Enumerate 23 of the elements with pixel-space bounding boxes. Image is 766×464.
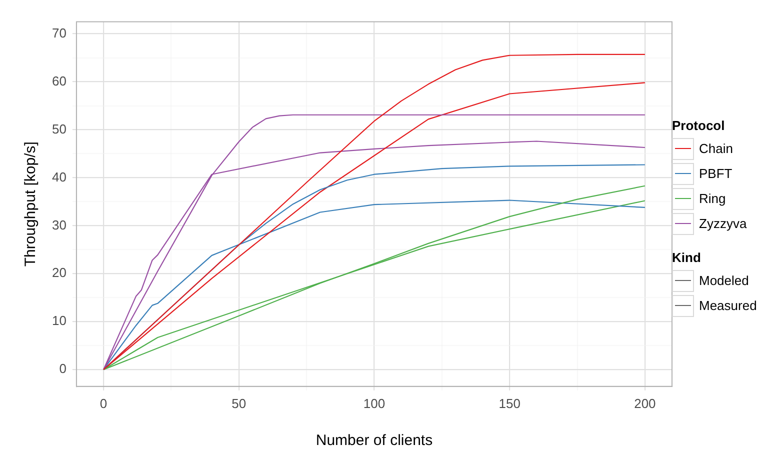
y-tick-label: 20 (52, 265, 66, 280)
legend-label: Ring (699, 191, 726, 206)
x-tick-label: 50 (232, 396, 246, 411)
legend-label: Zyzzyva (699, 216, 747, 231)
legend-title: Protocol (672, 118, 726, 133)
x-tick-label: 150 (498, 396, 520, 411)
legend-label: PBFT (699, 166, 732, 181)
y-axis-title: Throughput [kop/s] (22, 142, 40, 267)
y-tick-label: 50 (52, 121, 66, 136)
y-tick-label: 10 (52, 313, 66, 328)
y-tick-label: 60 (52, 73, 66, 88)
y-tick-label: 30 (52, 217, 66, 232)
text: Modeled (699, 273, 749, 288)
y-tick-label: 70 (52, 25, 66, 40)
x-tick-label: 0 (100, 396, 108, 411)
annotation: Kind (672, 250, 702, 265)
text: Measured (699, 298, 757, 313)
x-tick-label: 200 (634, 396, 656, 411)
x-tick-label: 100 (363, 396, 386, 411)
x-axis-title: Number of clients (316, 432, 433, 450)
y-tick-label: 0 (59, 361, 66, 376)
legend-label: Chain (699, 141, 733, 156)
y-tick-label: 40 (52, 169, 66, 184)
